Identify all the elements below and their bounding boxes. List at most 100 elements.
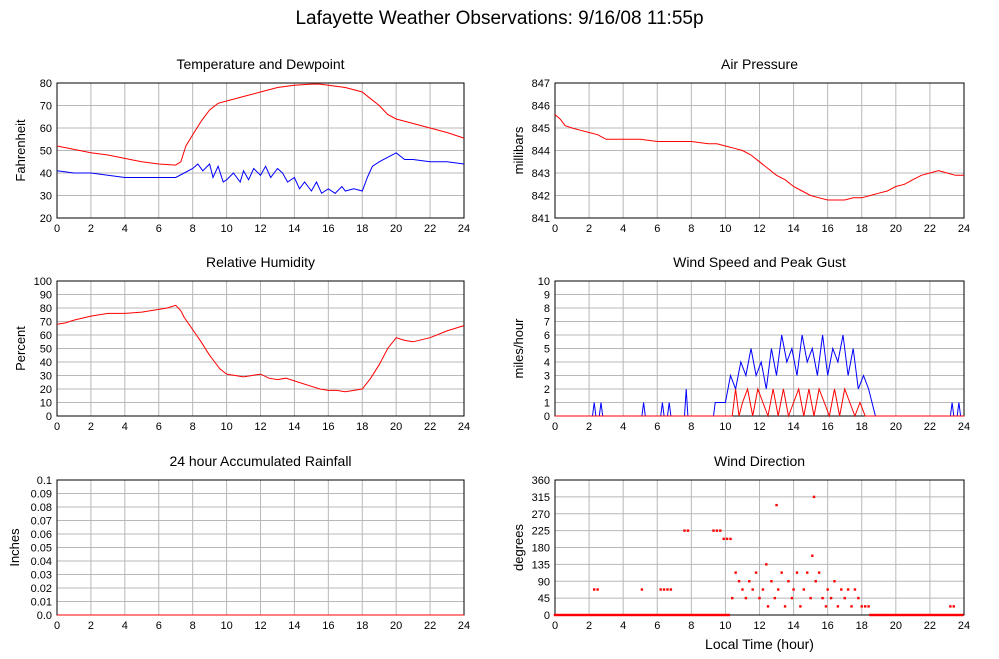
data-point xyxy=(863,605,867,608)
data-point xyxy=(934,613,937,617)
data-point xyxy=(662,613,665,617)
data-point xyxy=(895,613,899,617)
y-tick-label: 7 xyxy=(544,317,550,329)
data-point xyxy=(944,613,948,617)
x-tick-label: 18 xyxy=(356,620,368,632)
y-tick-label: 315 xyxy=(532,492,550,504)
y-tick-label: 40 xyxy=(40,357,52,369)
x-tick-label: 8 xyxy=(688,620,694,632)
data-point xyxy=(713,613,716,617)
series-line xyxy=(554,114,964,201)
x-tick-label: 12 xyxy=(254,620,266,632)
y-tick-label: 270 xyxy=(532,509,550,521)
data-point xyxy=(643,613,647,617)
y-tick-label: 0.0 xyxy=(37,610,52,622)
data-point xyxy=(775,503,778,507)
data-point xyxy=(907,613,911,617)
data-point xyxy=(889,613,892,617)
data-point xyxy=(580,613,583,617)
data-point xyxy=(572,613,575,617)
data-point xyxy=(613,613,616,617)
data-point xyxy=(903,613,907,617)
data-point xyxy=(629,613,632,617)
y-tick-label: 845 xyxy=(532,123,550,135)
y-tick-label: 843 xyxy=(532,168,550,180)
data-point xyxy=(666,613,669,617)
x-tick-label: 24 xyxy=(458,620,470,632)
data-point xyxy=(557,613,561,617)
data-point xyxy=(570,613,573,617)
data-point xyxy=(649,613,653,617)
data-point xyxy=(651,613,655,617)
x-tick-label: 18 xyxy=(856,421,868,433)
x-tick-label: 22 xyxy=(924,421,936,433)
data-point xyxy=(836,605,840,608)
page-title: Lafayette Weather Observations: 9/16/08 … xyxy=(295,8,704,29)
x-tick-label: 22 xyxy=(924,223,936,235)
data-point xyxy=(666,588,669,591)
y-tick-label: 60 xyxy=(40,123,52,135)
data-point xyxy=(641,613,645,617)
y-tick-label: 10 xyxy=(40,398,52,410)
data-point xyxy=(615,613,618,617)
y-tick-label: 10 xyxy=(538,276,550,288)
x-tick-label: 16 xyxy=(322,421,334,433)
data-point xyxy=(850,605,853,608)
x-tick-label: 14 xyxy=(787,223,799,235)
data-point xyxy=(621,613,624,617)
data-point xyxy=(692,613,696,617)
data-point xyxy=(582,613,585,617)
y-tick-label: 3 xyxy=(544,371,550,383)
x-tick-label: 20 xyxy=(390,421,402,433)
data-point xyxy=(576,613,579,617)
data-point xyxy=(696,613,700,617)
y-tick-label: 80 xyxy=(40,303,52,315)
data-point xyxy=(662,588,666,591)
x-tick-label: 22 xyxy=(424,223,436,235)
x-tick-label: 8 xyxy=(190,421,196,433)
data-point xyxy=(674,613,677,617)
data-point xyxy=(578,613,581,617)
data-point xyxy=(725,537,729,541)
data-point xyxy=(952,605,955,608)
y-tick-label: 0.04 xyxy=(31,556,52,568)
data-point xyxy=(701,613,704,617)
y-tick-label: 70 xyxy=(40,101,52,113)
x-tick-label: 0 xyxy=(54,620,60,632)
y-tick-label: 90 xyxy=(538,576,550,588)
x-tick-label: 12 xyxy=(753,421,765,433)
data-point xyxy=(770,580,773,583)
data-point xyxy=(606,613,610,617)
x-tick-label: 20 xyxy=(890,620,902,632)
chart-title: 24 hour Accumulated Rainfall xyxy=(169,453,351,469)
x-tick-label: 16 xyxy=(822,223,834,235)
x-tick-label: 4 xyxy=(620,620,626,632)
data-point xyxy=(946,613,950,617)
data-point xyxy=(942,613,946,617)
data-point xyxy=(926,613,929,617)
x-tick-label: 6 xyxy=(156,421,162,433)
x-tick-label: 12 xyxy=(753,620,765,632)
y-tick-label: 0.08 xyxy=(31,502,52,514)
x-tick-label: 24 xyxy=(958,620,970,632)
data-point xyxy=(705,613,708,617)
data-point xyxy=(712,529,715,532)
y-tick-label: 0.01 xyxy=(31,597,52,609)
data-point xyxy=(748,580,751,583)
x-tick-label: 18 xyxy=(856,620,868,632)
x-tick-label: 16 xyxy=(322,223,334,235)
y-tick-label: 0.09 xyxy=(31,489,52,501)
data-point xyxy=(584,613,587,617)
data-point xyxy=(954,613,958,617)
data-point xyxy=(664,613,667,617)
y-tick-label: 20 xyxy=(40,384,52,396)
data-point xyxy=(940,613,944,617)
x-tick-label: 14 xyxy=(288,223,300,235)
y-tick-label: 842 xyxy=(532,191,550,203)
x-tick-label: 22 xyxy=(924,620,936,632)
data-point xyxy=(860,605,863,608)
